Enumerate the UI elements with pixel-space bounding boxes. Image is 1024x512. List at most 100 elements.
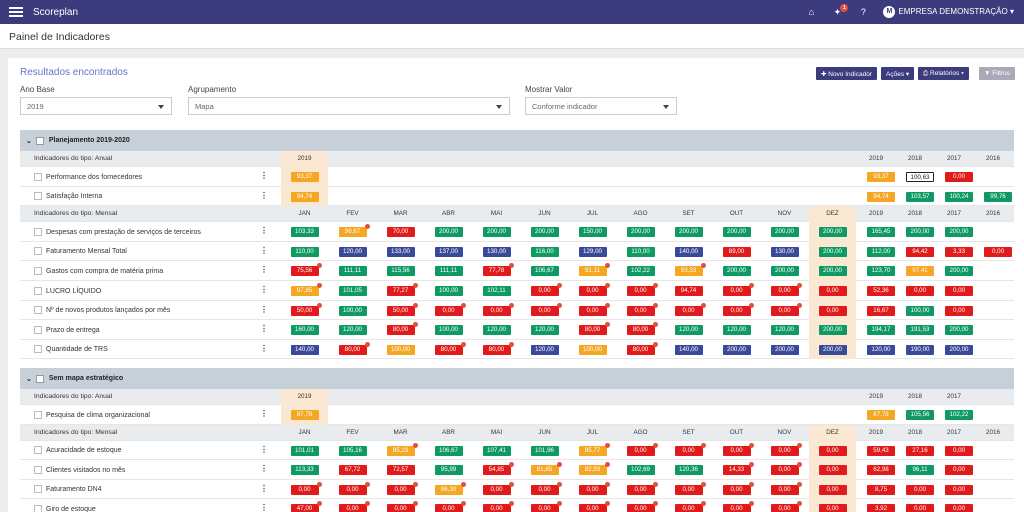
help-icon[interactable]: ? (860, 7, 866, 17)
alert-dot (796, 302, 802, 308)
row-checkbox[interactable] (34, 192, 42, 201)
row-checkbox[interactable] (34, 345, 42, 354)
row-checkbox[interactable] (34, 485, 42, 494)
value-badge: 200,00 (945, 344, 973, 355)
indicator-label[interactable]: Clientes visitados no mês (46, 466, 126, 474)
year-column-label: 2016 (985, 155, 1000, 162)
more-options-icon[interactable]: ⋮ (260, 324, 268, 334)
current-year-highlight (281, 151, 328, 167)
more-options-icon[interactable]: ⋮ (260, 245, 268, 255)
indicator-name[interactable]: Satisfação Interna (34, 192, 103, 201)
value-badge: 0,00 (578, 302, 610, 316)
indicator-name[interactable]: Faturamento DN4 (34, 485, 102, 494)
alert-dot (316, 283, 322, 288)
value-badge: 0,00 (386, 501, 418, 512)
chevron-down-icon[interactable]: ⌄ (26, 137, 32, 145)
indicator-label[interactable]: Acuracidade de estoque (46, 446, 122, 454)
alert-dot (604, 283, 610, 288)
indicator-name[interactable]: Gastos com compra de matéria prima (34, 266, 164, 275)
month-column-label: JAN (298, 428, 311, 436)
group-0: ⌄ Planejamento 2019-2020 Indicadores do ti… (20, 130, 1014, 360)
more-options-icon[interactable]: ⋮ (260, 483, 268, 493)
more-options-icon[interactable]: ⋮ (260, 343, 268, 353)
indicator-name[interactable]: Nº de novos produtos lançados por mês (34, 306, 171, 315)
indicator-name[interactable]: Faturamento Mensal Total (34, 247, 127, 256)
more-options-icon[interactable]: ⋮ (260, 409, 268, 418)
indicator-label[interactable]: Quantidade de TRS (46, 346, 108, 354)
alert-dot (412, 501, 418, 507)
value-badge: 95,99 (434, 465, 463, 476)
indicator-name[interactable]: Despesas com prestação de serviços de te… (34, 227, 201, 236)
indicator-label[interactable]: Prazo de entrega (46, 326, 100, 334)
alert-dot (556, 481, 562, 487)
indicator-name[interactable]: Acuracidade de estoque (34, 446, 122, 455)
year-column-label: 2017 (946, 393, 961, 400)
agrupamento-select[interactable]: Mapa (188, 97, 510, 115)
chevron-down-icon[interactable]: ⌄ (26, 375, 32, 383)
row-checkbox[interactable] (34, 504, 42, 512)
row-checkbox[interactable] (34, 465, 42, 474)
more-options-icon[interactable]: ⋮ (260, 304, 268, 314)
group-checkbox[interactable] (35, 374, 44, 383)
indicator-label[interactable]: Giro de estoque (46, 505, 96, 512)
alert-dot (748, 442, 754, 448)
indicator-label[interactable]: Despesas com prestação de serviços de te… (46, 228, 201, 236)
indicator-name[interactable]: Clientes visitados no mês (34, 465, 126, 474)
indicator-label[interactable]: Gastos com compra de matéria prima (46, 267, 164, 275)
more-options-icon[interactable]: ⋮ (260, 171, 268, 180)
more-options-icon[interactable]: ⋮ (260, 444, 268, 454)
home-icon[interactable]: ⌂ (808, 7, 815, 17)
group-header[interactable]: ⌄ Sem mapa estratégico (20, 368, 1014, 389)
indicator-label[interactable]: Satisfação Interna (46, 192, 103, 200)
menu-icon[interactable] (9, 7, 23, 17)
row-checkbox[interactable] (34, 446, 42, 455)
value-badge: 100,00 (578, 344, 607, 355)
row-checkbox[interactable] (34, 247, 42, 256)
row-checkbox[interactable] (34, 410, 42, 419)
more-options-icon[interactable]: ⋮ (260, 464, 268, 474)
row-checkbox[interactable] (34, 227, 42, 236)
more-options-icon[interactable]: ⋮ (260, 265, 268, 275)
value-badge: 105,56 (906, 410, 934, 420)
novo-indicador-button[interactable]: ✚ Novo Indicador (816, 67, 877, 80)
relatorios-button[interactable]: ⎙ Relatórios ▾ (918, 67, 969, 80)
filtros-button[interactable]: ▼ Filtros (979, 67, 1015, 80)
group-header[interactable]: ⌄ Planejamento 2019-2020 (20, 130, 1014, 151)
indicator-label[interactable]: Performance dos fornecedores (46, 173, 143, 181)
row-checkbox[interactable] (34, 325, 42, 334)
value-badge: 0,00 (578, 283, 610, 296)
month-column-label: ABR (442, 210, 455, 218)
group-checkbox[interactable] (35, 136, 44, 145)
indicator-name[interactable]: Pesquisa de clima organizacional (34, 410, 150, 419)
bell-icon[interactable]: ✦ 1 (831, 3, 849, 18)
value-badge: 0,00 (818, 305, 847, 316)
row-checkbox[interactable] (34, 306, 42, 315)
row-checkbox[interactable] (34, 172, 42, 181)
indicator-label[interactable]: Pesquisa de clima organizacional (46, 411, 150, 419)
indicator-label[interactable]: Faturamento DN4 (46, 486, 102, 494)
indicator-label[interactable]: Nº de novos produtos lançados por mês (46, 306, 171, 314)
more-options-icon[interactable]: ⋮ (260, 285, 268, 294)
monthly-header-label: Indicadores do tipo: Mensal (34, 428, 118, 436)
company-name: EMPRESA DEMONSTRAÇÃO (898, 7, 1008, 17)
value-badge: 130,00 (770, 246, 799, 257)
indicator-label[interactable]: LUCRO LÍQUIDO (46, 287, 102, 295)
more-options-icon[interactable]: ⋮ (260, 226, 268, 236)
value-badge: 80,00 (578, 322, 610, 336)
more-options-icon[interactable]: ⋮ (260, 503, 268, 512)
value-badge: 87,78 (867, 410, 895, 420)
indicator-name[interactable]: Performance dos fornecedores (34, 172, 143, 181)
indicator-name[interactable]: Giro de estoque (34, 504, 96, 512)
row-checkbox[interactable] (34, 286, 42, 295)
value-badge: 16,67 (867, 305, 895, 316)
indicator-name[interactable]: Quantidade de TRS (34, 345, 108, 354)
ano-base-select[interactable]: 2019 (20, 97, 172, 115)
acoes-button[interactable]: Ações ▾ (881, 67, 915, 80)
indicator-label[interactable]: Faturamento Mensal Total (46, 248, 127, 256)
mostrar-valor-select[interactable]: Conforme indicador (525, 97, 677, 115)
indicator-name[interactable]: Prazo de entrega (34, 325, 100, 334)
row-checkbox[interactable] (34, 266, 42, 275)
company-menu[interactable]: M EMPRESA DEMONSTRAÇÃO ▾ (883, 6, 1014, 18)
more-options-icon[interactable]: ⋮ (260, 190, 268, 200)
indicator-name[interactable]: LUCRO LÍQUIDO (34, 286, 102, 295)
